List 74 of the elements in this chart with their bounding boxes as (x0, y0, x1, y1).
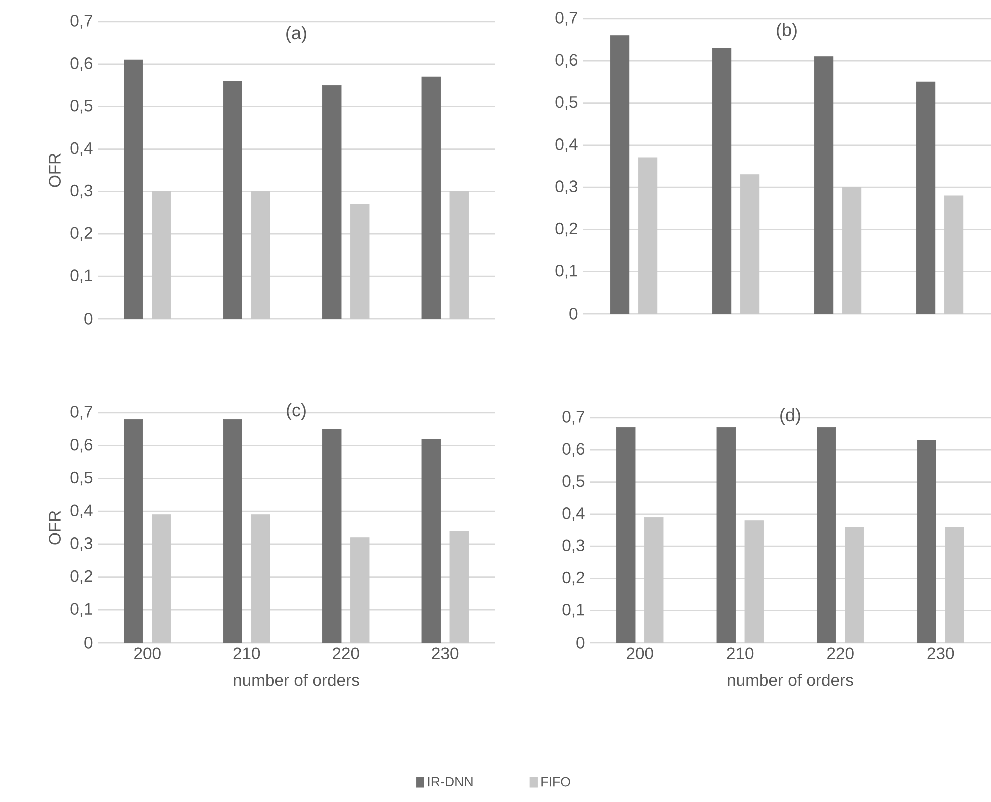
y-tick-label: 0,3 (70, 538, 93, 552)
y-tick-label: 0,1 (562, 604, 584, 618)
y-tick-label: 0 (576, 637, 585, 649)
bar (422, 76, 441, 319)
bar (350, 204, 370, 319)
bar (845, 527, 864, 643)
y-tick-label: 0,7 (70, 406, 92, 420)
x-tick-label: 230 (928, 648, 954, 660)
y-axis-title: OFR (49, 511, 61, 545)
y-tick-label: 0,2 (562, 572, 584, 586)
x-axis-title: number of orders (728, 674, 854, 686)
y-tick-label: 0,6 (70, 438, 93, 453)
bar (322, 429, 342, 643)
bar (450, 531, 469, 643)
bar (422, 439, 441, 643)
y-tick-label: 0,6 (562, 443, 585, 458)
y-tick-label: 0 (84, 313, 93, 325)
y-tick-label: 0,2 (70, 227, 92, 242)
y-tick-label: 0,7 (562, 411, 584, 425)
bar (251, 514, 270, 643)
bar (716, 427, 736, 643)
x-tick-label: 220 (333, 648, 360, 660)
y-axis-title: OFR (49, 154, 61, 188)
chart-title: (b) (777, 23, 797, 40)
y-tick-label: 0,2 (70, 570, 92, 584)
bar (223, 81, 242, 319)
y-tick-label: 0,6 (556, 54, 578, 68)
y-tick-label: 0,6 (70, 58, 93, 72)
bar (124, 60, 144, 319)
y-tick-label: 0,4 (562, 508, 585, 522)
y-tick-label: 0,4 (70, 504, 93, 518)
x-tick-label: 210 (727, 648, 754, 660)
bar (124, 419, 144, 643)
bar (616, 427, 636, 643)
y-tick-label: 0,4 (70, 142, 93, 156)
y-tick-label: 0,5 (556, 96, 578, 110)
bar (644, 517, 664, 643)
x-tick-label: 220 (828, 648, 854, 660)
x-tick-label: 210 (234, 648, 260, 660)
y-tick-label: 0,7 (70, 15, 92, 29)
bar (350, 538, 370, 643)
y-tick-label: 0,5 (70, 100, 93, 114)
bar (152, 514, 172, 643)
y-tick-label: 0,4 (556, 138, 578, 152)
chart-title: (a) (286, 26, 306, 44)
y-tick-label: 0,5 (562, 475, 585, 490)
bar (223, 419, 242, 643)
y-tick-label: 0,3 (556, 180, 578, 194)
bar (945, 527, 964, 643)
y-tick-label: 0 (84, 637, 93, 649)
y-tick-label: 0,1 (70, 270, 92, 284)
y-tick-label: 0,7 (556, 12, 578, 26)
bar (744, 520, 764, 643)
chart-title: (d) (780, 408, 800, 426)
x-axis-title: number of orders (234, 674, 360, 686)
y-tick-label: 0,2 (556, 222, 578, 237)
x-tick-label: 200 (627, 648, 654, 660)
y-tick-label: 0,3 (70, 184, 93, 199)
bar (917, 440, 936, 643)
legend-label: FIFO (542, 777, 570, 787)
bar (152, 191, 172, 319)
y-tick-label: 0,3 (562, 540, 585, 554)
y-tick-label: 0,1 (70, 603, 92, 618)
bar (251, 191, 270, 319)
y-tick-label: 0,1 (556, 264, 578, 279)
x-tick-label: 200 (134, 648, 161, 660)
legend-label: IR-DNN (428, 777, 473, 787)
y-tick-label: 0,5 (70, 472, 93, 486)
chart-title: (c) (287, 404, 306, 420)
bar (322, 85, 342, 319)
bar (450, 191, 469, 319)
bar (817, 427, 836, 643)
x-tick-label: 230 (432, 648, 459, 660)
y-tick-label: 0 (570, 308, 578, 320)
